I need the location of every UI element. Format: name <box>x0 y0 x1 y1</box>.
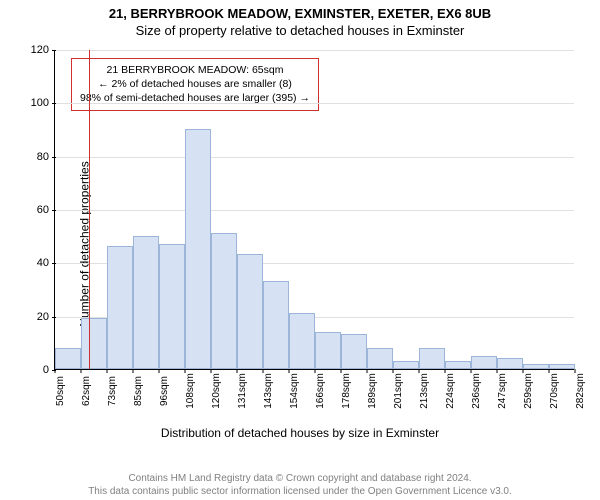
x-tick-label: 120sqm <box>211 373 222 409</box>
histogram-bar <box>289 313 315 369</box>
x-tick-label: 96sqm <box>159 376 170 406</box>
y-tick-label: 120 <box>31 44 55 56</box>
x-tick-label: 131sqm <box>237 373 248 409</box>
y-tick-label: 100 <box>31 97 55 109</box>
x-tick-mark <box>107 369 108 373</box>
histogram-bar <box>419 348 445 369</box>
x-tick-label: 50sqm <box>55 376 66 406</box>
x-tick-label: 201sqm <box>393 373 404 409</box>
histogram-bar <box>315 332 341 369</box>
histogram-bar <box>341 334 367 369</box>
footer-attribution: Contains HM Land Registry data © Crown c… <box>0 473 600 498</box>
callout-line: ← 2% of detached houses are smaller (8) <box>80 77 310 91</box>
histogram-bar <box>211 233 237 369</box>
main-title: 21, BERRYBROOK MEADOW, EXMINSTER, EXETER… <box>0 0 600 21</box>
histogram-bar <box>523 364 549 369</box>
footer-line1: Contains HM Land Registry data © Crown c… <box>0 473 600 486</box>
x-tick-label: 73sqm <box>107 376 118 406</box>
histogram-bar <box>393 361 419 369</box>
x-tick-label: 282sqm <box>575 373 586 409</box>
x-tick-label: 166sqm <box>315 373 326 409</box>
x-tick-label: 259sqm <box>523 373 534 409</box>
x-axis-label: Distribution of detached houses by size … <box>161 426 439 440</box>
gridline <box>55 103 574 104</box>
x-tick-label: 247sqm <box>497 373 508 409</box>
x-tick-mark <box>133 369 134 373</box>
callout-line: 21 BERRYBROOK MEADOW: 65sqm <box>80 63 310 77</box>
x-tick-label: 62sqm <box>81 376 92 406</box>
y-tick-label: 60 <box>37 204 55 216</box>
y-tick-label: 80 <box>37 151 55 163</box>
plot-area: 21 BERRYBROOK MEADOW: 65sqm← 2% of detac… <box>54 50 574 370</box>
x-tick-label: 85sqm <box>133 376 144 406</box>
x-tick-label: 108sqm <box>185 373 196 409</box>
histogram-bar <box>263 281 289 369</box>
histogram-bar <box>55 348 81 369</box>
x-tick-mark <box>81 369 82 373</box>
subtitle: Size of property relative to detached ho… <box>0 21 600 42</box>
gridline <box>55 50 574 51</box>
x-tick-label: 178sqm <box>341 373 352 409</box>
x-tick-label: 236sqm <box>471 373 482 409</box>
histogram-bar <box>185 129 211 369</box>
histogram-bar <box>133 236 159 369</box>
x-tick-mark <box>55 369 56 373</box>
x-tick-label: 270sqm <box>549 373 560 409</box>
histogram-bar <box>549 364 575 369</box>
gridline <box>55 210 574 211</box>
x-tick-label: 143sqm <box>263 373 274 409</box>
x-tick-label: 189sqm <box>367 373 378 409</box>
histogram-bar <box>159 244 185 369</box>
chart-area: Number of detached properties 21 BERRYBR… <box>0 44 600 444</box>
footer-line2: This data contains public sector informa… <box>0 486 600 499</box>
gridline <box>55 157 574 158</box>
histogram-bar <box>107 246 133 369</box>
x-tick-label: 224sqm <box>445 373 456 409</box>
y-tick-label: 20 <box>37 311 55 323</box>
histogram-bar <box>81 318 107 369</box>
y-tick-label: 40 <box>37 257 55 269</box>
x-tick-label: 213sqm <box>419 373 430 409</box>
histogram-bar <box>445 361 471 369</box>
reference-line <box>89 50 90 369</box>
x-tick-mark <box>159 369 160 373</box>
histogram-bar <box>367 348 393 369</box>
histogram-bar <box>237 254 263 369</box>
y-tick-label: 0 <box>43 364 55 376</box>
histogram-bar <box>497 358 523 369</box>
x-tick-label: 154sqm <box>289 373 300 409</box>
histogram-bar <box>471 356 497 369</box>
